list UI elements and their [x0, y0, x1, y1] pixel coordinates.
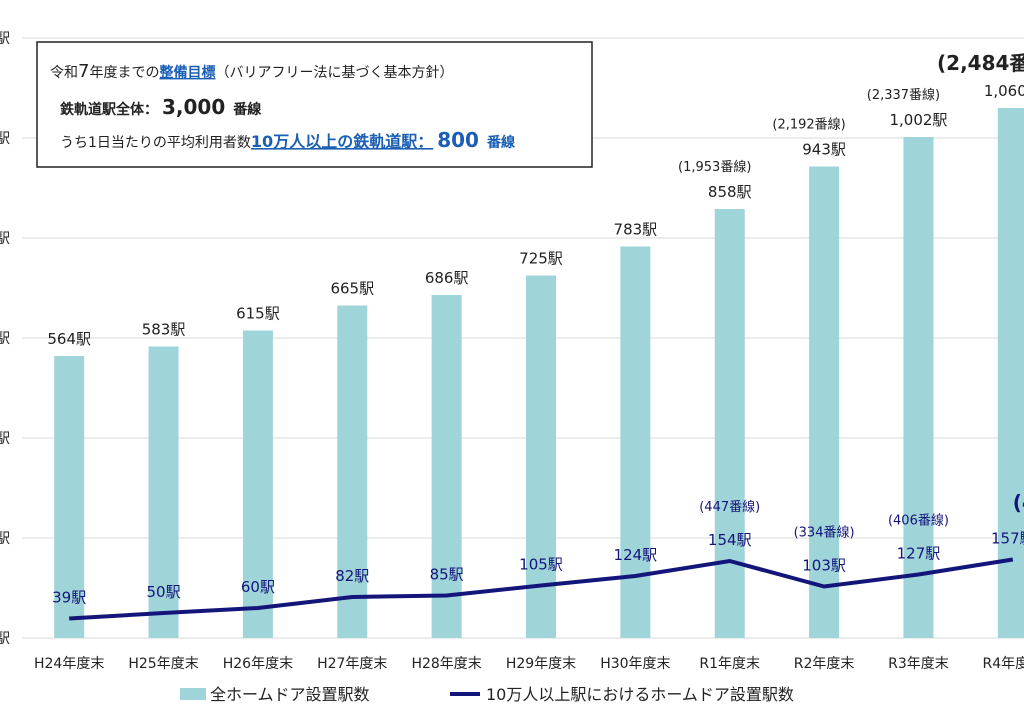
bar	[714, 209, 745, 638]
text: 10万人以上の鉄軌道駅：	[251, 132, 433, 151]
x-tick-label: H25年度末	[128, 656, 198, 672]
box-line2: 鉄軌道駅全体： 3,000 番線	[60, 95, 261, 119]
line-value-label: 127駅	[897, 545, 941, 563]
box-line1: 令和7年度までの整備目標（バリアフリー法に基づく基本方針）	[50, 61, 453, 82]
bar	[54, 356, 85, 638]
line-value-label: 105駅	[519, 556, 563, 574]
bar-value-label: 564駅	[47, 330, 91, 348]
text: 整備目標	[158, 64, 215, 81]
bar-value-label: 686駅	[425, 269, 469, 287]
text: 年度までの	[89, 65, 159, 81]
line-count-label: (2,484番線)	[937, 51, 1024, 75]
bar	[620, 246, 651, 638]
bar-value-label: 783駅	[614, 221, 658, 239]
y-tick-label: 800駅	[0, 231, 10, 247]
target-box	[36, 41, 593, 168]
text: 番線	[232, 101, 261, 118]
line-count-label: (1,953番線)	[678, 159, 751, 175]
line-count-label: (493番線)	[1013, 491, 1024, 515]
bar-value-label: 858駅	[708, 183, 752, 201]
bar	[809, 166, 840, 638]
text: 3,000	[162, 95, 225, 119]
legend-swatch	[180, 688, 206, 700]
text: 番線	[486, 134, 515, 151]
x-tick-label: H30年度末	[600, 656, 670, 672]
bar	[337, 305, 368, 638]
bar	[903, 137, 934, 638]
bar-value-label: 583駅	[142, 321, 186, 339]
bar-value-label: 1,002駅	[889, 111, 947, 129]
y-tick-label: 1,200駅	[0, 31, 10, 47]
line	[69, 557, 1014, 621]
line-value-label: 154駅	[708, 531, 752, 549]
line-count-label: (2,337番線)	[867, 87, 940, 103]
line-value-label: 50駅	[146, 583, 180, 601]
x-tick-label: H29年度末	[506, 656, 576, 672]
text: うち1日当たりの平均利用者数	[60, 135, 251, 151]
x-tick-label: R2年度末	[794, 656, 855, 672]
line-count-label: (334番線)	[794, 525, 855, 541]
line-count-label: (406番線)	[888, 513, 949, 529]
legend-label: 全ホームドア設置駅数	[210, 685, 370, 704]
bar-value-label: 943駅	[802, 141, 846, 159]
line-value-label: 60駅	[241, 578, 275, 596]
line-value-label: 85駅	[430, 566, 464, 584]
legend-label: 10万人以上駅におけるホームドア設置駅数	[486, 685, 794, 704]
line-count-label: (447番線)	[699, 499, 760, 515]
bar-value-label: 725駅	[519, 250, 563, 268]
line-value-label: 103駅	[802, 557, 846, 575]
text: 7	[78, 61, 89, 82]
bar	[431, 295, 462, 638]
bar	[242, 330, 273, 638]
line-value-label: 157駅	[991, 530, 1024, 548]
bar-value-label: 665駅	[330, 280, 374, 298]
text: （バリアフリー法に基づく基本方針）	[215, 64, 453, 81]
x-tick-label: H27年度末	[317, 656, 387, 672]
text: 令和	[50, 65, 78, 81]
y-tick-label: 0駅	[0, 631, 10, 647]
box-line3: うち1日当たりの平均利用者数10万人以上の鉄軌道駅： 800 番線	[60, 128, 515, 152]
bar-value-label: 615駅	[236, 305, 280, 323]
line-count-label: (2,192番線)	[772, 117, 845, 133]
text: 鉄軌道駅全体：	[60, 101, 158, 118]
x-tick-label: H28年度末	[411, 656, 481, 672]
bar-value-label: 1,060駅	[984, 82, 1024, 100]
x-tick-label: R1年度末	[699, 656, 760, 672]
x-tick-label: H26年度末	[223, 656, 293, 672]
x-tick-label: H24年度末	[34, 656, 104, 672]
text: 800	[437, 128, 479, 152]
y-tick-label: 400駅	[0, 431, 10, 447]
bar	[526, 275, 556, 638]
x-tick-label: R3年度末	[888, 656, 949, 672]
x-tick-label: R4年度末	[982, 656, 1024, 672]
line-value-label: 82駅	[335, 567, 369, 585]
y-tick-label: 200駅	[0, 531, 10, 547]
line-value-label: 39駅	[52, 589, 86, 607]
y-tick-label: 600駅	[0, 331, 10, 347]
bar	[997, 108, 1024, 638]
line-value-label: 124駅	[614, 546, 658, 564]
bar	[148, 346, 179, 638]
y-tick-label: 1,000駅	[0, 131, 10, 147]
